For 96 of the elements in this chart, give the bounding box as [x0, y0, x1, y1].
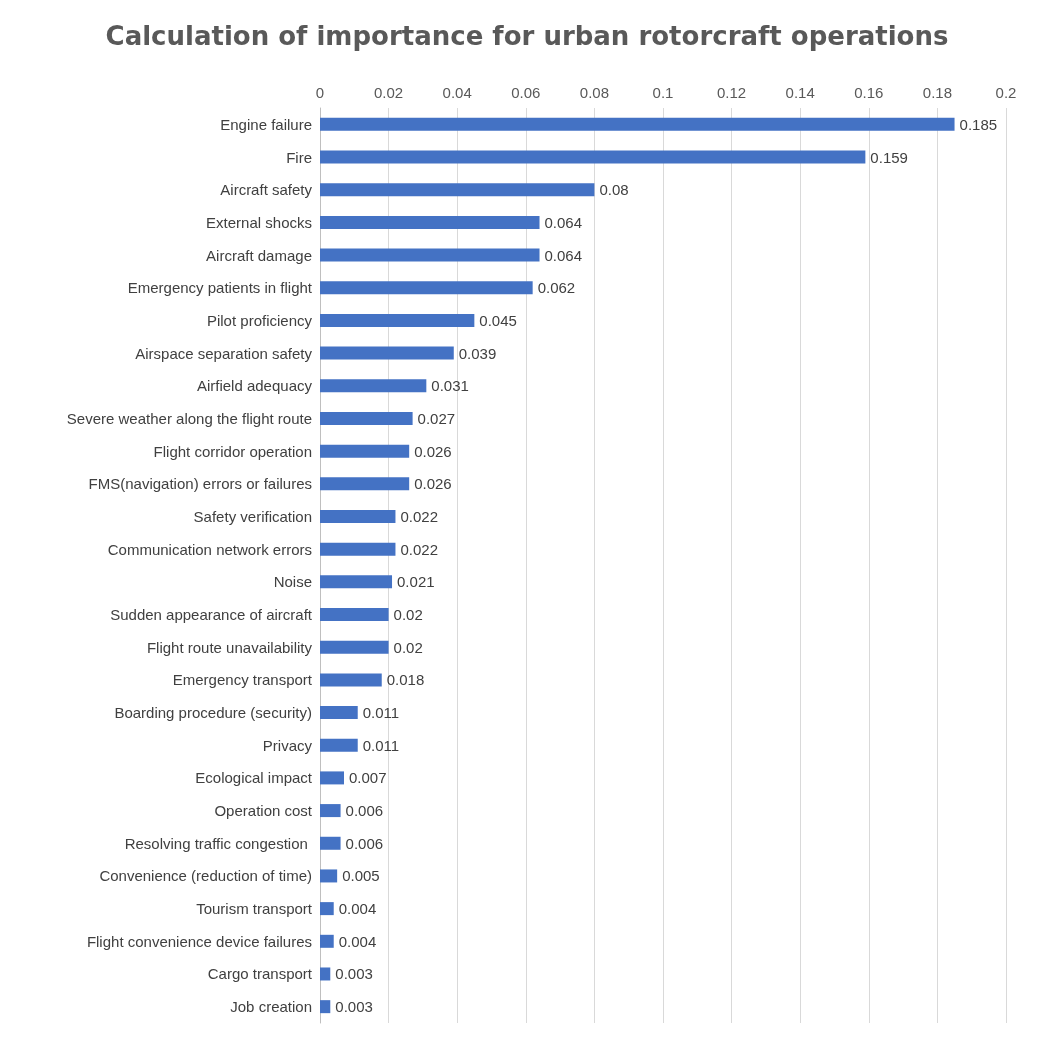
bar: [320, 346, 454, 360]
y-tick-label: Resolving traffic congestion: [124, 834, 312, 852]
bar: [320, 706, 358, 720]
y-tick-label: Cargo transport: [207, 965, 313, 983]
data-label: 0.02: [393, 606, 423, 624]
data-label: 0.026: [414, 475, 452, 493]
y-tick-label: Sudden appearance of aircraft: [110, 606, 313, 624]
data-label: 0.006: [345, 834, 384, 852]
x-tick-label: 0.06: [511, 84, 541, 101]
y-tick-label: Safety verification: [193, 507, 312, 525]
y-tick-label: FMS(navigation) errors or failures: [88, 475, 312, 493]
bar: [320, 215, 540, 229]
y-tick-label: Engine failure: [220, 115, 312, 133]
bar: [320, 738, 358, 752]
bar: [320, 608, 389, 622]
bar: [320, 117, 955, 131]
chart-title: Calculation of importance for urban rotorcraft operations: [105, 21, 949, 51]
data-label: 0.007: [349, 769, 387, 787]
y-tick-label: Job creation: [230, 998, 312, 1016]
data-label: 0.011: [362, 736, 400, 754]
y-tick-label: Communication network errors: [107, 540, 312, 558]
y-tick-label: Operation cost: [214, 802, 313, 820]
y-tick-label: Aircraft safety: [220, 181, 313, 199]
bar: [320, 150, 866, 164]
bar: [320, 411, 413, 425]
bar: [320, 509, 396, 523]
x-tick-label: 0.2: [995, 84, 1017, 101]
data-label: 0.045: [479, 311, 517, 329]
data-label: 0.005: [342, 867, 380, 885]
data-label: 0.08: [599, 181, 629, 199]
data-label: 0.039: [458, 344, 497, 362]
data-label: 0.02: [393, 638, 423, 656]
y-tick-label: Emergency transport: [172, 671, 313, 689]
bar: [320, 836, 341, 850]
y-tick-label: Airspace separation safety: [135, 344, 313, 362]
y-tick-label: Privacy: [262, 736, 313, 754]
x-tick-label: 0.16: [854, 84, 884, 101]
bar: [320, 248, 540, 262]
data-label: 0.022: [400, 507, 439, 525]
data-label: 0.031: [431, 377, 469, 395]
data-label: 0.159: [870, 148, 908, 166]
data-label: 0.022: [400, 540, 439, 558]
y-tick-label: Flight corridor operation: [153, 442, 312, 460]
data-label: 0.062: [537, 279, 576, 297]
y-tick-label: Pilot proficiency: [206, 311, 313, 329]
bar: [320, 542, 396, 556]
y-tick-label: Convenience (reduction of time): [99, 867, 312, 885]
y-tick-label: Emergency patients in flight: [127, 279, 313, 297]
x-tick-label: 0.04: [442, 84, 472, 101]
data-label: 0.021: [397, 573, 435, 591]
data-label: 0.064: [544, 213, 583, 231]
data-label: 0.064: [544, 246, 583, 264]
x-tick-label: 0.08: [579, 84, 609, 101]
bar: [320, 1000, 331, 1014]
y-tick-label: Severe weather along the flight route: [66, 409, 312, 427]
x-tick-label: 0.18: [922, 84, 952, 101]
bar: [320, 477, 410, 491]
y-tick-label: Fire: [286, 148, 312, 166]
x-tick-label: 0: [315, 84, 325, 101]
bar: [320, 673, 382, 687]
bar: [320, 902, 334, 916]
data-label: 0.004: [338, 900, 377, 918]
y-tick-label: Boarding procedure (security): [114, 704, 312, 722]
bar: [320, 640, 389, 654]
bar: [320, 934, 334, 948]
x-tick-label: 0.12: [717, 84, 747, 101]
data-label: 0.006: [345, 802, 384, 820]
y-tick-label: Flight convenience device failures: [86, 932, 312, 950]
y-tick-label: Flight route unavailability: [146, 638, 313, 656]
x-tick-label: 0.14: [785, 84, 815, 101]
data-label: 0.026: [414, 442, 452, 460]
bar: [320, 575, 393, 589]
bar: [320, 281, 533, 295]
data-label: 0.003: [335, 965, 373, 983]
bar: [320, 967, 331, 981]
data-label: 0.003: [335, 998, 373, 1016]
bar: [320, 869, 338, 883]
y-tick-label: Noise: [273, 573, 312, 591]
y-tick-label: Ecological impact: [195, 769, 313, 787]
bar: [320, 379, 427, 393]
x-tick-label: 0.02: [374, 84, 404, 101]
data-label: 0.018: [386, 671, 425, 689]
x-tick-label: 0.1: [652, 84, 674, 101]
data-label: 0.011: [362, 704, 400, 722]
bar: [320, 313, 475, 327]
y-tick-label: Aircraft damage: [206, 246, 312, 264]
y-tick-label: External shocks: [206, 213, 312, 231]
bar: [320, 804, 341, 818]
data-label: 0.027: [417, 409, 456, 427]
bar: [320, 183, 595, 197]
y-tick-label: Tourism transport: [196, 900, 313, 918]
data-label: 0.004: [338, 932, 377, 950]
y-tick-label: Airfield adequacy: [196, 377, 313, 395]
data-label: 0.185: [959, 115, 998, 133]
bar: [320, 444, 410, 458]
bar: [320, 771, 345, 785]
